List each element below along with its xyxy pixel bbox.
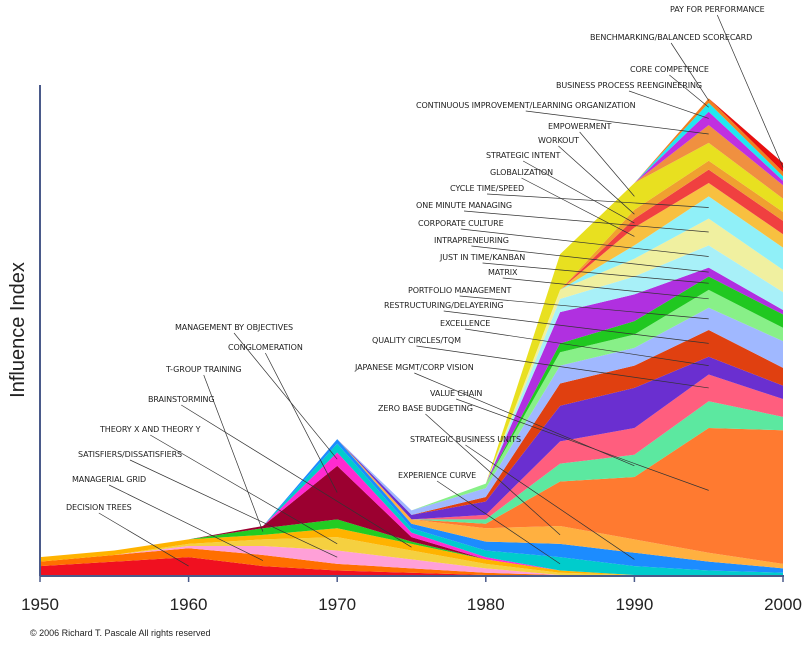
area (40, 307, 783, 558)
leader-line (265, 352, 338, 493)
area (40, 330, 783, 558)
series-label: CYCLE TIME/SPEED (450, 184, 524, 193)
series-label: VALUE CHAIN (430, 389, 482, 398)
area (40, 374, 783, 558)
series-label: BENCHMARKING/BALANCED SCORECARD (590, 33, 752, 42)
leader-line (628, 90, 709, 119)
series-label: MANAGERIAL GRID (72, 475, 146, 484)
area (40, 401, 783, 558)
copyright: © 2006 Richard T. Pascale All rights res… (30, 628, 211, 638)
series-label: PORTFOLIO MANAGEMENT (408, 286, 512, 295)
series-label: EXPERIENCE CURVE (398, 471, 476, 480)
area (40, 356, 783, 558)
leader-line (425, 413, 561, 536)
x-tick-label: 1960 (170, 595, 208, 614)
area (40, 289, 783, 558)
x-tick-label: 1950 (21, 595, 59, 614)
area (40, 548, 783, 575)
leader-line (522, 160, 635, 224)
series-label: THEORY X AND THEORY Y (99, 425, 201, 434)
series-label: RESTRUCTURING/DELAYERING (384, 301, 503, 310)
leader-line (460, 228, 709, 257)
series-label: MANAGEMENT BY OBJECTIVES (175, 323, 293, 332)
leader-line (233, 332, 338, 460)
x-tick-label: 1970 (318, 595, 356, 614)
areas (40, 98, 783, 575)
series-label: EXCELLENCE (440, 319, 490, 328)
series-label: WORKOUT (538, 136, 579, 145)
x-tick-label: 1990 (615, 595, 653, 614)
x-tick-label: 1980 (467, 595, 505, 614)
leader-line (203, 374, 264, 532)
leader-line (525, 110, 709, 135)
leader-line (558, 145, 635, 215)
area (40, 528, 783, 575)
series-label: PAY FOR PERFORMANCE (670, 5, 765, 14)
area (40, 537, 783, 575)
series-label: T-GROUP TRAINING (165, 365, 242, 374)
series-label: MATRIX (488, 268, 518, 277)
leader-line (98, 512, 189, 567)
area (40, 546, 783, 575)
leader-line (129, 459, 338, 558)
series-label: SATISFIERS/DISSATISFIERS (78, 450, 182, 459)
series-label: BUSINESS PROCESS REENGINEERING (556, 81, 702, 90)
leader-line (465, 328, 709, 366)
series-label: STRATEGIC BUSINESS UNITS (410, 435, 521, 444)
leader-line (486, 193, 709, 208)
leader-line (669, 74, 709, 108)
leader-line (463, 210, 709, 233)
labels: DECISION TREES MANAGERIAL GRID SATISFIERS/… (66, 5, 765, 512)
leader-line (459, 295, 709, 320)
series-label: CONTINUOUS IMPROVEMENT/LEARNING ORGANIZA… (416, 101, 636, 110)
area (40, 439, 783, 569)
series-label: JUST IN TIME/KANBAN (439, 253, 525, 262)
series-label: ONE MINUTE MANAGING (416, 201, 512, 210)
leaders (98, 14, 784, 567)
leader-line (521, 177, 635, 237)
leader-line (482, 262, 709, 284)
x-tick-label: 2000 (764, 595, 802, 614)
leader-line (150, 434, 338, 545)
leader-line (436, 480, 561, 565)
series-label: JAPANESE MGMT/CORP VISION (354, 363, 474, 372)
leader-line (456, 398, 709, 491)
leader-line (443, 310, 709, 344)
leader-line (670, 42, 709, 101)
series-label: EMPOWERMENT (548, 122, 612, 131)
series-label: ZERO BASE BUDGETING (378, 404, 473, 413)
series-label: STRATEGIC INTENT (486, 151, 560, 160)
leader-line (414, 372, 635, 467)
leader-line (181, 404, 412, 548)
leader-line (471, 245, 709, 273)
series-label: INTRAPRENEURING (434, 236, 509, 245)
series-label: CONGLOMERATION (228, 343, 303, 352)
series-label: QUALITY CIRCLES/TQM (372, 336, 461, 345)
series-label: BRAINSTORMING (148, 395, 215, 404)
series-label: CORPORATE CULTURE (418, 219, 504, 228)
leader-line (502, 277, 709, 300)
area (40, 142, 783, 558)
leader-line (579, 131, 635, 197)
leader-line (465, 444, 635, 560)
series-label: GLOBALIZATION (490, 168, 553, 177)
y-axis-label: Influence Index (7, 262, 29, 398)
leader-line (108, 484, 264, 561)
leader-line (716, 14, 784, 168)
series-label: DECISION TREES (66, 503, 132, 512)
leader-line (416, 345, 709, 389)
area (40, 428, 783, 564)
series-label: CORE COMPETENCE (630, 65, 709, 74)
